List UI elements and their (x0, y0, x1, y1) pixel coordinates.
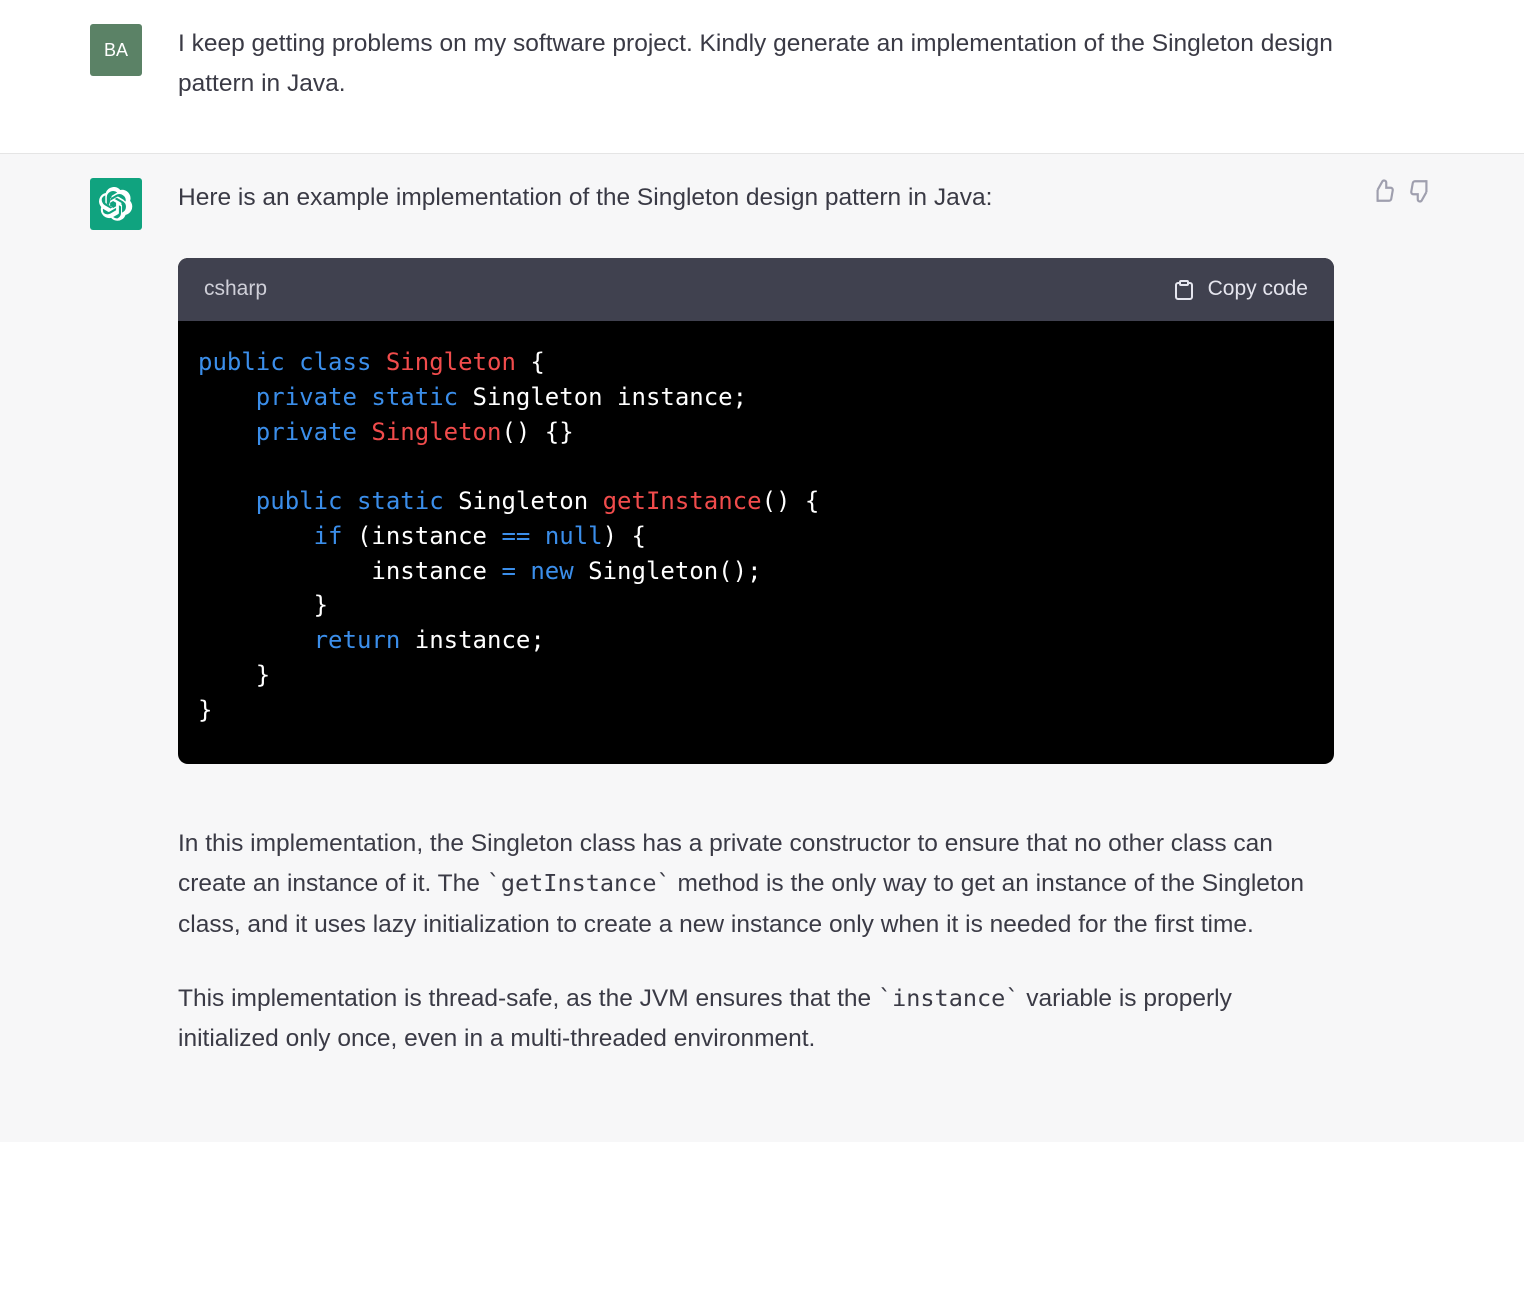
copy-code-label: Copy code (1208, 272, 1308, 307)
thumbs-up-icon (1370, 178, 1396, 204)
feedback-actions (1370, 178, 1434, 1094)
user-avatar: BA (90, 24, 142, 76)
code-content: public class Singleton { private static … (178, 321, 1334, 764)
assistant-message: Here is an example implementation of the… (178, 178, 1334, 1094)
inline-code: `instance` (878, 984, 1019, 1012)
user-turn: BA I keep getting problems on my softwar… (0, 0, 1524, 154)
thumbs-up-button[interactable] (1370, 178, 1396, 209)
inline-code: `getInstance` (487, 869, 671, 897)
thumbs-down-icon (1408, 178, 1434, 204)
user-message: I keep getting problems on my software p… (178, 24, 1338, 105)
code-language-label: csharp (204, 272, 267, 307)
explanation-paragraph-1: In this implementation, the Singleton cl… (178, 824, 1334, 945)
copy-code-button[interactable]: Copy code (1172, 272, 1308, 307)
code-block: csharp Copy code public class Singleton … (178, 258, 1334, 763)
explanation-paragraph-2: This implementation is thread-safe, as t… (178, 979, 1334, 1060)
thumbs-down-button[interactable] (1408, 178, 1434, 209)
text: This implementation is thread-safe, as t… (178, 985, 878, 1012)
assistant-intro-text: Here is an example implementation of the… (178, 178, 1334, 218)
code-block-header: csharp Copy code (178, 258, 1334, 321)
assistant-avatar (90, 178, 142, 230)
assistant-turn: Here is an example implementation of the… (0, 154, 1524, 1142)
clipboard-icon (1172, 278, 1196, 302)
openai-logo-icon (99, 187, 133, 221)
